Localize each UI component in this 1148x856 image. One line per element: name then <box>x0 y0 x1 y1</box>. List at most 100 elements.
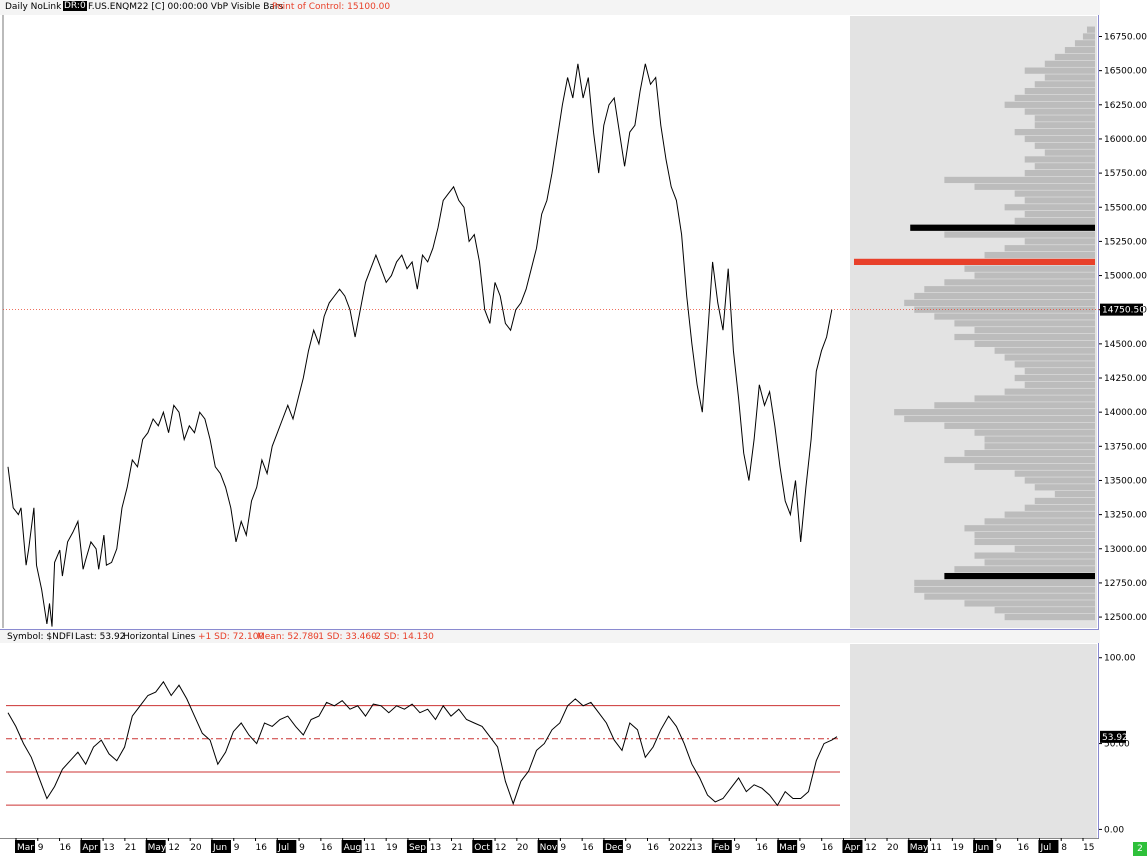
x-tick-label: 20 <box>887 843 899 853</box>
x-tick-label: Jul <box>1039 843 1051 853</box>
volume-bar <box>944 279 1095 286</box>
x-tick-label: 16 <box>582 843 594 853</box>
x-tick-label: Sep <box>409 843 426 853</box>
volume-bar <box>1086 26 1095 33</box>
volume-bar <box>974 183 1095 190</box>
volume-bar <box>1034 115 1095 122</box>
volume-bar <box>1024 135 1095 143</box>
x-tick-label: 9 <box>735 843 741 853</box>
volume-bar <box>1044 74 1095 81</box>
y-tick-label: 15250.00 <box>1104 237 1147 247</box>
x-tick-label: 12 <box>495 843 506 853</box>
lower-last: Last: 53.92 <box>75 632 126 642</box>
volume-bar <box>994 347 1095 354</box>
volume-bar <box>1034 122 1095 129</box>
x-tick-label: Feb <box>714 843 730 853</box>
volume-bar <box>974 552 1095 559</box>
x-tick-label: Mar <box>779 843 796 853</box>
volume-bar <box>1004 388 1095 395</box>
volume-bar <box>964 450 1095 457</box>
volume-bar <box>1034 142 1095 149</box>
volume-bar <box>1024 67 1095 74</box>
volume-bar <box>1034 497 1095 505</box>
y-tick-label: 14000.00 <box>1104 408 1147 418</box>
y-tick-label: 12750.00 <box>1104 579 1147 589</box>
x-tick-label: 11 <box>364 843 375 853</box>
x-tick-label: 16 <box>647 843 659 853</box>
volume-bar <box>1024 381 1095 388</box>
volume-bar <box>1004 511 1095 518</box>
y-tick-label: 15750.00 <box>1104 169 1147 179</box>
volume-bar <box>974 327 1095 334</box>
volume-bar <box>894 409 1095 416</box>
y-tick-label: 16750.00 <box>1104 32 1147 42</box>
volume-bar <box>1034 484 1095 491</box>
last-price-box <box>1100 303 1143 316</box>
point-of-control-bar <box>854 258 1095 266</box>
y-tick-label: 13500.00 <box>1104 476 1147 486</box>
month-label-bg <box>406 840 427 853</box>
y-tick-label: 13000.00 <box>1104 545 1147 555</box>
volume-bar <box>1024 88 1095 95</box>
month-label-bg <box>711 840 732 853</box>
volume-bar <box>924 286 1095 293</box>
x-tick-label: 9 <box>996 843 1002 853</box>
volume-bar <box>1004 245 1095 252</box>
volume-bar <box>1034 81 1095 88</box>
lower-header: Symbol: $NDFI Last: 53.92 Horizontal Lin… <box>0 631 1100 643</box>
month-label-bg <box>777 840 798 853</box>
month-label-bg <box>15 840 35 853</box>
volume-bar <box>1004 101 1095 108</box>
volume-bar <box>1044 60 1095 67</box>
volume-bar <box>944 176 1095 184</box>
volume-bar <box>944 422 1095 429</box>
volume-bar <box>914 306 1095 313</box>
volume-bar <box>1014 361 1095 368</box>
volume-bar <box>984 443 1095 450</box>
lower-last-label: 53.92 <box>1102 733 1128 743</box>
volume-bar <box>1024 477 1095 484</box>
dr-badge: DR:0 <box>63 1 87 11</box>
volume-bar <box>974 429 1095 436</box>
y-tick-label: 13750.00 <box>1104 442 1147 452</box>
lower-minus1sd: -1 SD: 33.460 <box>315 632 377 642</box>
volume-bar <box>1014 190 1095 197</box>
month-label-bg <box>1038 840 1059 853</box>
volume-bar <box>1054 53 1095 61</box>
y-tick-label: 14500.00 <box>1104 340 1147 350</box>
volume-bar <box>954 566 1095 573</box>
volume-bar <box>944 456 1095 464</box>
period-label: Daily NoLink <box>5 2 62 12</box>
lower-y-tick-label: 100.00 <box>1104 654 1136 664</box>
x-tick-label: 13 <box>103 843 114 853</box>
x-tick-label: 16 <box>256 843 268 853</box>
volume-bar <box>1014 94 1095 102</box>
month-label-bg <box>80 840 101 853</box>
volume-bar <box>1004 354 1095 361</box>
volume-bar <box>1004 204 1095 211</box>
poc-label: Point of Control: 15100.00 <box>272 2 391 12</box>
volume-bar <box>964 525 1095 532</box>
x-tick-label: May <box>148 843 167 853</box>
x-tick-label: May <box>910 843 929 853</box>
volume-bar <box>974 272 1095 279</box>
volume-bar <box>1024 197 1095 204</box>
lower-right-panel <box>850 644 1097 838</box>
x-tick-label: 21 <box>125 843 136 853</box>
volume-bar <box>1024 368 1095 375</box>
volume-bar <box>944 572 1095 580</box>
x-tick-label: 9 <box>560 843 566 853</box>
symbol-info: F.US.ENQM22 [C] 00:00:00 VbP Visible Bar… <box>88 2 284 12</box>
y-tick-label: 13250.00 <box>1104 511 1147 521</box>
y-tick-label: 16500.00 <box>1104 67 1147 77</box>
volume-bar <box>974 538 1095 546</box>
status-badge[interactable]: 2 <box>1133 842 1147 856</box>
last-price-label: 14750.50 <box>1102 306 1145 316</box>
volume-bar <box>904 415 1095 423</box>
volume-bar <box>964 265 1095 272</box>
x-tick-label: 21 <box>452 843 463 853</box>
x-tick-label: 8 <box>1061 843 1067 853</box>
volume-bar <box>1034 163 1095 170</box>
x-tick-label: Nov <box>540 843 558 853</box>
